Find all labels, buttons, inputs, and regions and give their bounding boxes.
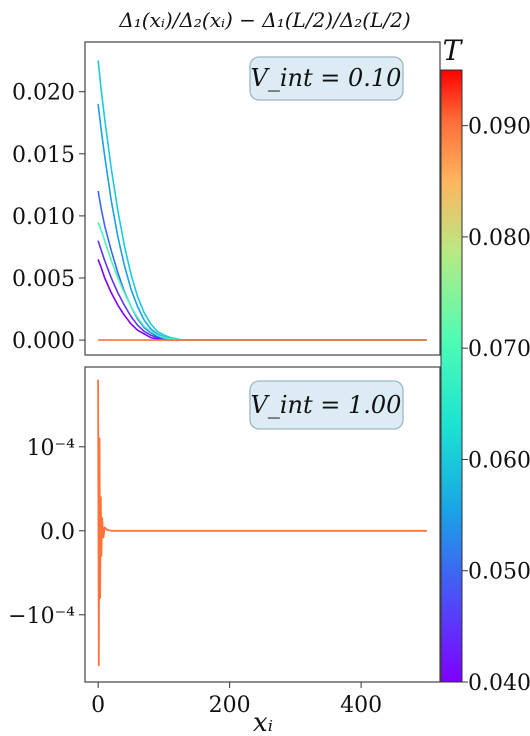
top-series-group (97, 60, 427, 341)
series-line-T-0.09 (97, 379, 427, 667)
colorbar-tick-label: 0.070 (468, 337, 530, 362)
colorbar (440, 69, 463, 683)
y-tick-label: 0.020 (12, 81, 75, 106)
x-ticks: 0 200 400 (91, 682, 382, 718)
y-tick-label: −10⁻⁴ (8, 604, 75, 629)
bottom-annotation-text: V_int = 1.00 (251, 391, 402, 419)
top-annotation-text: V_int = 0.10 (251, 64, 402, 92)
colorbar-ticks: 0.090 0.080 0.070 0.060 0.050 0.040 (462, 115, 530, 696)
x-axis-label: xᵢ (253, 708, 273, 736)
y-tick-label: 0.010 (12, 205, 75, 230)
chart-title: Δ₁(xᵢ)/Δ₂(xᵢ) − Δ₁(L/2)/Δ₂(L/2) (118, 8, 410, 32)
y-tick-label: 0.005 (12, 267, 75, 292)
x-tick-label: 0 (91, 693, 105, 718)
top-plot-frame (84, 41, 441, 356)
bottom-plot-frame (84, 366, 441, 683)
top-annotation-box: V_int = 0.10 (249, 56, 404, 101)
bottom-series-group (97, 379, 427, 667)
colorbar-tick-label: 0.050 (468, 560, 530, 585)
series-line-T-0.06 (97, 60, 427, 341)
y-tick-label: 10⁻⁴ (27, 436, 76, 461)
series-line-T-0.055 (97, 104, 427, 341)
colorbar-tick-label: 0.090 (468, 115, 530, 140)
x-tick-label: 400 (340, 693, 382, 718)
colorbar-tick-label: 0.080 (468, 226, 530, 251)
series-line-T-0.07 (97, 221, 427, 341)
bottom-y-ticks: 10⁻⁴ 0.0 −10⁻⁴ (8, 436, 85, 629)
colorbar-tick-label: 0.060 (468, 448, 530, 473)
colorbar-label: T (443, 34, 464, 67)
top-y-ticks: 0.020 0.015 0.010 0.005 0.000 (12, 81, 85, 354)
y-tick-label: 0.0 (40, 520, 75, 545)
bottom-annotation-box: V_int = 1.00 (249, 380, 404, 430)
y-tick-label: 0.015 (12, 143, 75, 168)
colorbar-tick-label: 0.040 (468, 671, 530, 696)
x-tick-label: 200 (209, 693, 251, 718)
y-tick-label: 0.000 (12, 329, 75, 354)
